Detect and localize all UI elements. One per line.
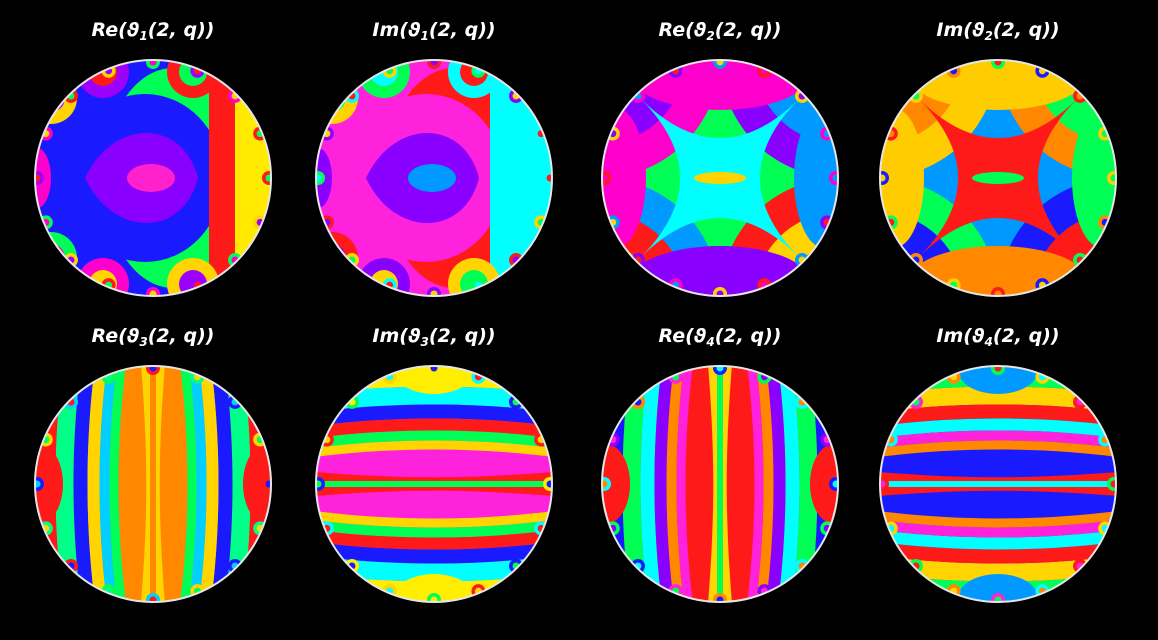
- disk-rim: [34, 59, 272, 297]
- phase-disk-plot: [600, 58, 840, 298]
- phase-disk-plot: [878, 364, 1118, 604]
- panel-title: Re(ϑ2(2, q)): [658, 19, 782, 43]
- panel-title: Im(ϑ3(2, q)): [372, 325, 496, 349]
- phase-disk-plot: [600, 364, 840, 604]
- phase-disk-plot: [878, 58, 1118, 298]
- disk-rim: [315, 365, 553, 603]
- phase-disk-plot: [33, 364, 273, 604]
- disk-rim: [601, 365, 839, 603]
- disk-rim: [601, 59, 839, 297]
- phase-disk-plot: [33, 58, 273, 298]
- disk-rim: [879, 59, 1117, 297]
- disk-svg: [601, 59, 839, 297]
- disk-svg: [34, 365, 272, 603]
- disk-svg: [601, 365, 839, 603]
- panel-title: Im(ϑ2(2, q)): [936, 19, 1060, 43]
- panel-title: Im(ϑ1(2, q)): [372, 19, 496, 43]
- phase-disk-plot: [314, 58, 554, 298]
- disk-svg: [879, 59, 1117, 297]
- disk-svg: [879, 365, 1117, 603]
- panel-title: Re(ϑ1(2, q)): [91, 19, 215, 43]
- panel-title: Im(ϑ4(2, q)): [936, 325, 1060, 349]
- panel-title: Re(ϑ3(2, q)): [91, 325, 215, 349]
- disk-svg: [34, 59, 272, 297]
- disk-svg: [315, 365, 553, 603]
- disk-rim: [879, 365, 1117, 603]
- disk-rim: [34, 365, 272, 603]
- disk-svg: [315, 59, 553, 297]
- phase-disk-plot: [314, 364, 554, 604]
- disk-rim: [315, 59, 553, 297]
- panel-title: Re(ϑ4(2, q)): [658, 325, 782, 349]
